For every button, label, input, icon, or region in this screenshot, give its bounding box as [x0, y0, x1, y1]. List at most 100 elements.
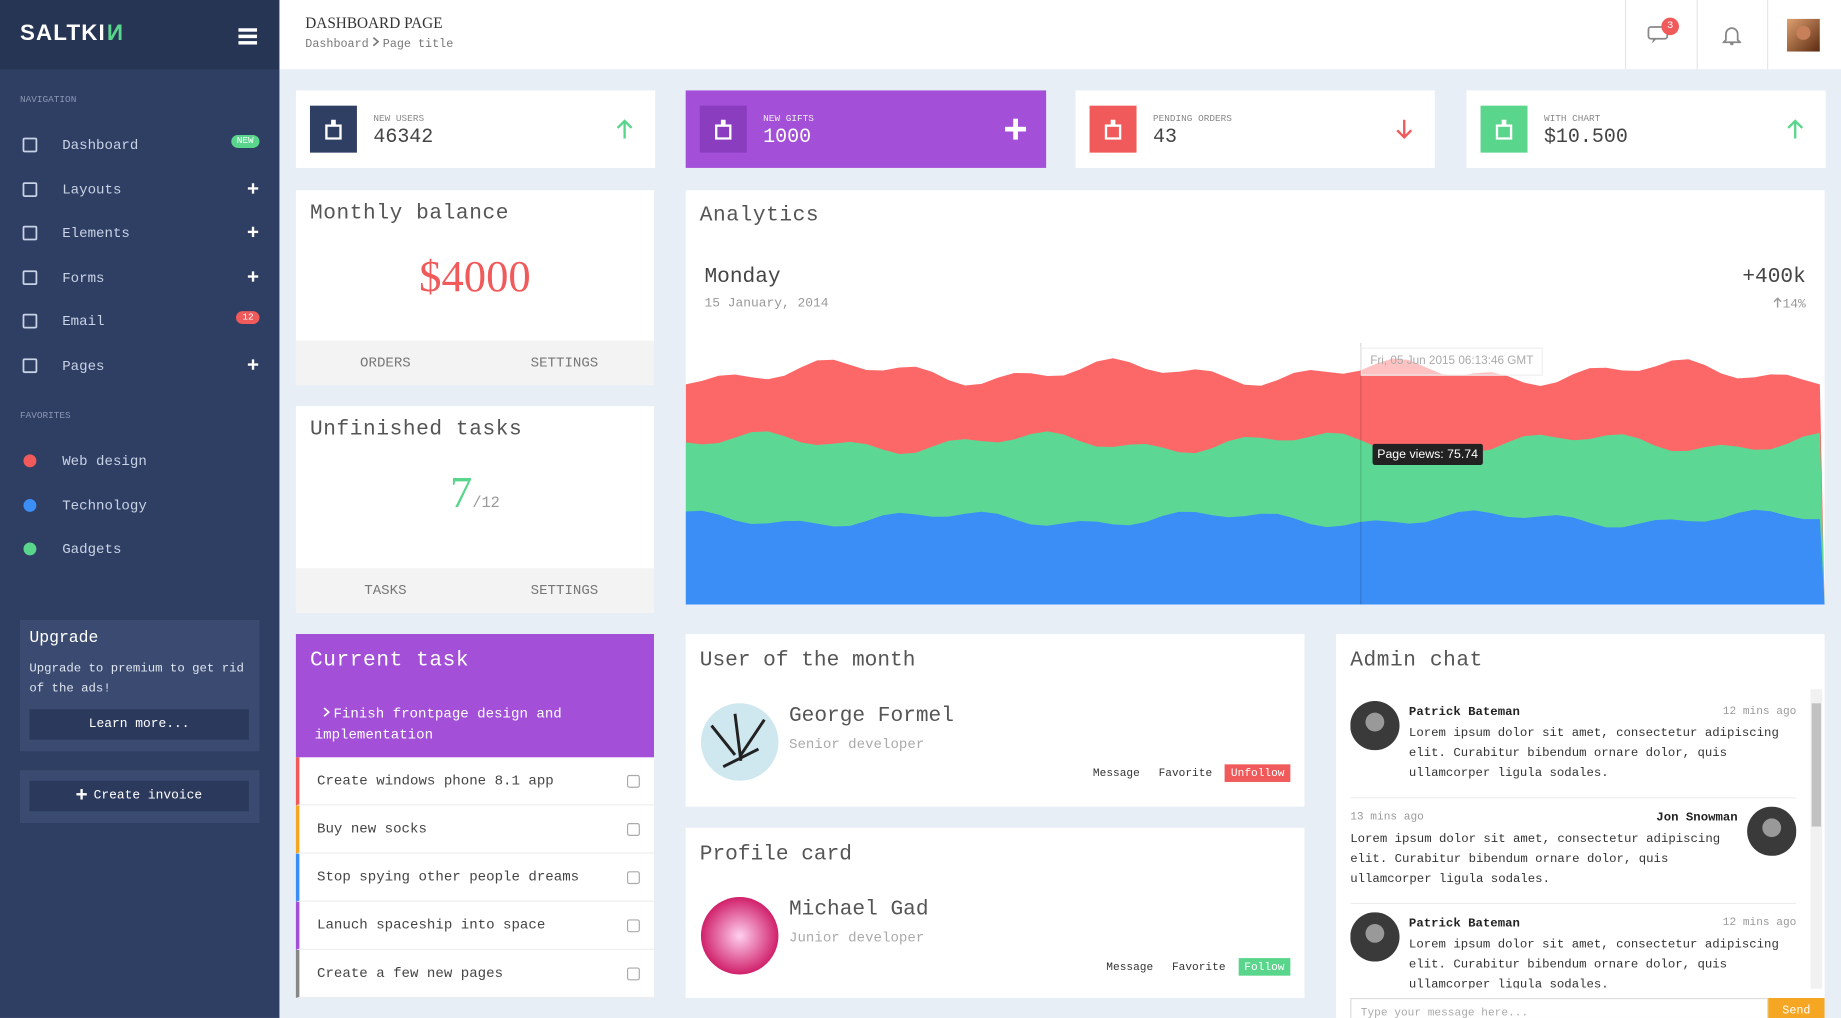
- nav-label: Pages: [62, 357, 105, 374]
- nav-item[interactable]: Pages: [0, 355, 279, 378]
- expand-icon: [247, 358, 259, 370]
- nav-icon: [22, 137, 38, 153]
- user-actions: Message Favorite Follow: [1093, 955, 1291, 976]
- nav-icon: [22, 313, 38, 329]
- notifications-icon[interactable]: [1722, 25, 1742, 46]
- footer-button[interactable]: TASKS: [364, 582, 407, 599]
- chat-avatar: [1350, 912, 1400, 962]
- footer-button[interactable]: ORDERS: [360, 354, 411, 372]
- task-item[interactable]: Stop spying other people dreams: [295, 853, 654, 902]
- stat-value: 1000: [763, 126, 812, 150]
- task-item[interactable]: Lanuch spaceship into space: [295, 901, 654, 950]
- chat-text: Lorem ipsum dolor sit amet, consectetur …: [1408, 938, 1779, 989]
- task-checkbox[interactable]: [626, 871, 640, 885]
- task-checkbox[interactable]: [626, 823, 640, 836]
- action-button[interactable]: Unfollow: [1225, 764, 1291, 782]
- footer-button[interactable]: SETTINGS: [530, 582, 599, 599]
- stat-arrow: [1396, 119, 1413, 140]
- stat-card: PENDING ORDERS 43: [1075, 90, 1435, 168]
- stat-card: WITH CHART $10.500: [1466, 90, 1826, 168]
- section-label: FAVORITES: [19, 410, 71, 422]
- done-count: 7: [450, 468, 473, 518]
- task-item[interactable]: Buy new socks: [295, 805, 654, 854]
- admin-chat-card: Admin chat Patrick Bateman 12 mins ago Lor…: [1336, 634, 1825, 1018]
- stat-icon: [1089, 105, 1137, 153]
- brand[interactable]: SALTKIN: [20, 21, 123, 47]
- card-title: Current task: [309, 649, 470, 673]
- card-title: Monthly balance: [309, 201, 510, 226]
- task-item[interactable]: Create windows phone 8.1 app: [295, 757, 654, 806]
- create-invoice-button[interactable]: Create invoice: [29, 780, 249, 812]
- chat-text: Lorem ipsum dolor sit amet, consectetur …: [1350, 832, 1721, 887]
- plus-icon: [76, 789, 87, 800]
- nav-item[interactable]: Layouts: [0, 179, 279, 202]
- user-role: Junior developer: [789, 929, 925, 947]
- breadcrumb-item[interactable]: Dashboard: [305, 38, 369, 52]
- chat-author: Patrick Bateman: [1408, 916, 1520, 932]
- nav-item[interactable]: Email 12: [0, 311, 279, 334]
- chat-time: 12 mins ago: [1722, 915, 1797, 929]
- action-button[interactable]: Favorite: [1171, 960, 1226, 974]
- nav-icon: [22, 357, 38, 373]
- chat-messages: Patrick Bateman 12 mins ago Lorem ipsum do…: [1350, 689, 1797, 989]
- nav-item[interactable]: Dashboard NEW: [0, 135, 279, 158]
- chat-input[interactable]: Type your message here...: [1350, 997, 1769, 1018]
- nav-icon: [22, 225, 38, 241]
- favorite-dot: [23, 454, 37, 468]
- task-checkbox[interactable]: [626, 774, 640, 788]
- balance-amount: $4000: [419, 252, 531, 302]
- nav-item[interactable]: Elements: [0, 223, 279, 246]
- nav-item[interactable]: Forms: [0, 267, 279, 290]
- favorite-label: Gadgets: [62, 541, 122, 558]
- divider: [1624, 0, 1627, 70]
- stream-area: [685, 509, 1825, 605]
- action-button[interactable]: Message: [1092, 766, 1140, 780]
- card-title: Unfinished tasks: [309, 417, 523, 442]
- nav-label: Layouts: [62, 181, 122, 198]
- stat-card: NEW USERS 46342: [295, 90, 656, 168]
- action-button[interactable]: Favorite: [1158, 766, 1213, 780]
- stat-label: NEW USERS: [373, 113, 425, 125]
- analytics-chart[interactable]: [685, 331, 1825, 605]
- task-checkbox[interactable]: [626, 967, 640, 981]
- task-checkbox[interactable]: [626, 919, 640, 933]
- stat-value: $10.500: [1543, 126, 1628, 150]
- stat-icon: [309, 105, 357, 153]
- chat-avatar: [1350, 700, 1400, 751]
- up-arrow: [1773, 297, 1782, 308]
- favorite-item[interactable]: Gadgets: [0, 539, 279, 562]
- nav-label: Dashboard: [62, 137, 139, 154]
- nav-badge: 12: [236, 311, 260, 325]
- stat-arrow: [1787, 119, 1804, 139]
- action-button[interactable]: Message: [1106, 960, 1154, 974]
- analytics-change: 14%: [1773, 297, 1806, 312]
- favorite-item[interactable]: Technology: [0, 495, 279, 518]
- change-value: 14%: [1782, 298, 1806, 313]
- menu-toggle[interactable]: [238, 28, 258, 45]
- send-button[interactable]: Send: [1768, 997, 1825, 1018]
- favorite-label: Web design: [62, 453, 147, 470]
- expand-icon: [247, 226, 259, 238]
- footer-button[interactable]: SETTINGS: [530, 354, 599, 372]
- action-button[interactable]: Follow: [1238, 958, 1291, 976]
- stat-label: WITH CHART: [1543, 113, 1601, 125]
- scrollbar[interactable]: [1810, 689, 1823, 989]
- favorite-item[interactable]: Web design: [0, 451, 279, 474]
- avatar[interactable]: [1786, 18, 1820, 52]
- task-text: Create windows phone 8.1 app: [317, 772, 554, 790]
- total-count: /12: [472, 494, 500, 512]
- tooltip-time: Fri, 05 Jun 2015 06:13:46 GMT: [1360, 347, 1543, 376]
- task-item[interactable]: Create a few new pages: [295, 949, 654, 998]
- user-name: Michael Gad: [789, 898, 929, 922]
- card-footer: TASKS SETTINGS: [295, 568, 654, 613]
- nav-badge: NEW: [230, 135, 260, 148]
- nav-label: Elements: [62, 225, 130, 242]
- current-task-card: Current task Finish frontpage design and…: [295, 634, 654, 998]
- active-task-text: Finish frontpage design and implementati…: [314, 705, 562, 744]
- favorite-dot: [23, 542, 37, 556]
- sidebar: [0, 0, 280, 1018]
- card-footer: ORDERS SETTINGS: [295, 340, 654, 386]
- stat-arrow: [1005, 118, 1027, 140]
- learn-more-button[interactable]: Learn more...: [29, 709, 249, 740]
